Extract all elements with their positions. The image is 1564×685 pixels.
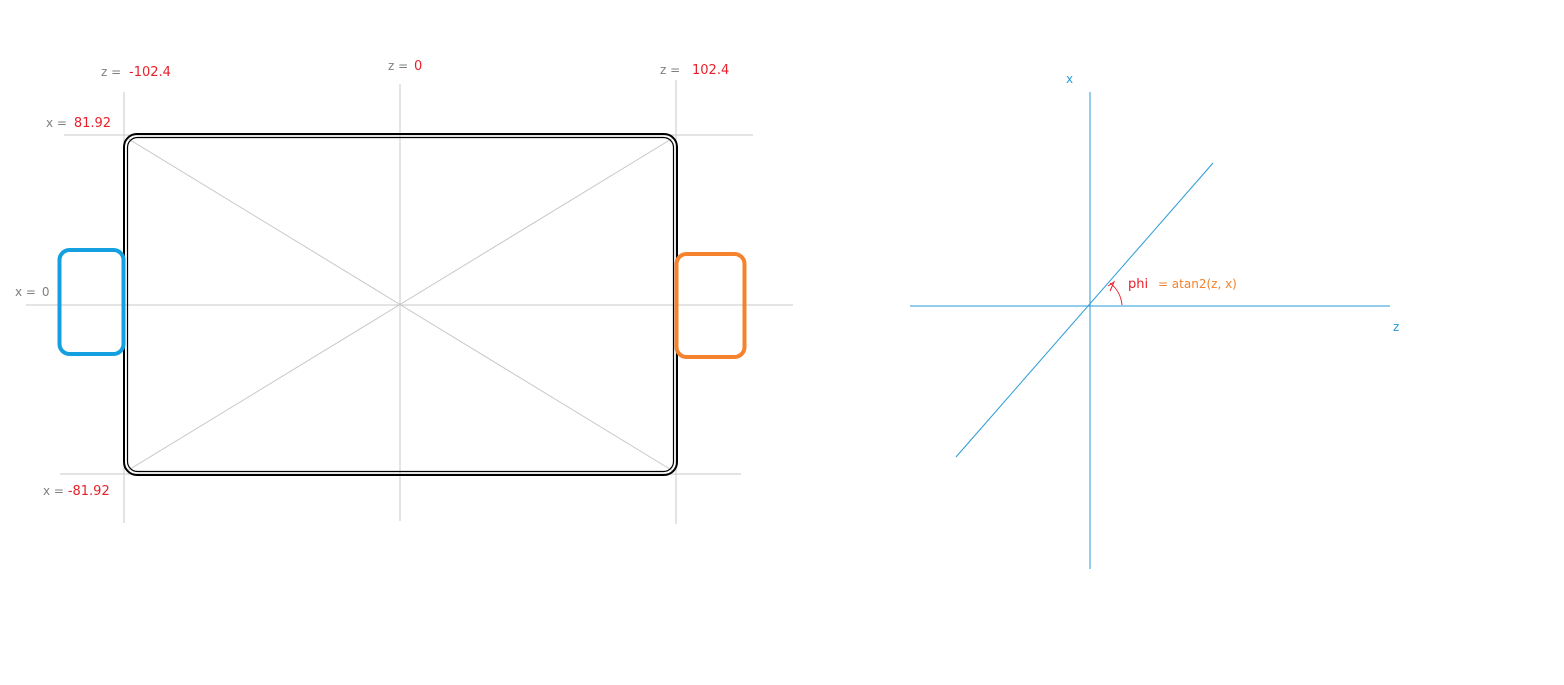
device-body-inner-outline [126,136,675,473]
x-label-middle: x = 0 [15,285,49,299]
z-label-right: z = 102.4 [660,63,729,78]
x-axis-label: x [1066,72,1073,86]
right-side-tab [674,252,747,359]
x-label-top: x = 81.92 [46,116,111,131]
right-diagram: x z phi = atan2(z, x) [910,72,1399,569]
x-label-bottom: x = -81.92 [43,484,110,499]
direction-line [955,162,1214,458]
diagonal-line [126,137,674,472]
left-side-tab [57,248,126,356]
z-label-center: z = 0 [388,59,422,74]
z-label-left: z = -102.4 [101,65,171,80]
angle-label: phi = atan2(z, x) [1128,277,1237,292]
angle-arrowhead [1107,280,1116,292]
z-axis-label: z [1393,320,1399,334]
left-diagram: z = -102.4 z = 0 z = 102.4 x = 81.92 x =… [15,59,793,524]
